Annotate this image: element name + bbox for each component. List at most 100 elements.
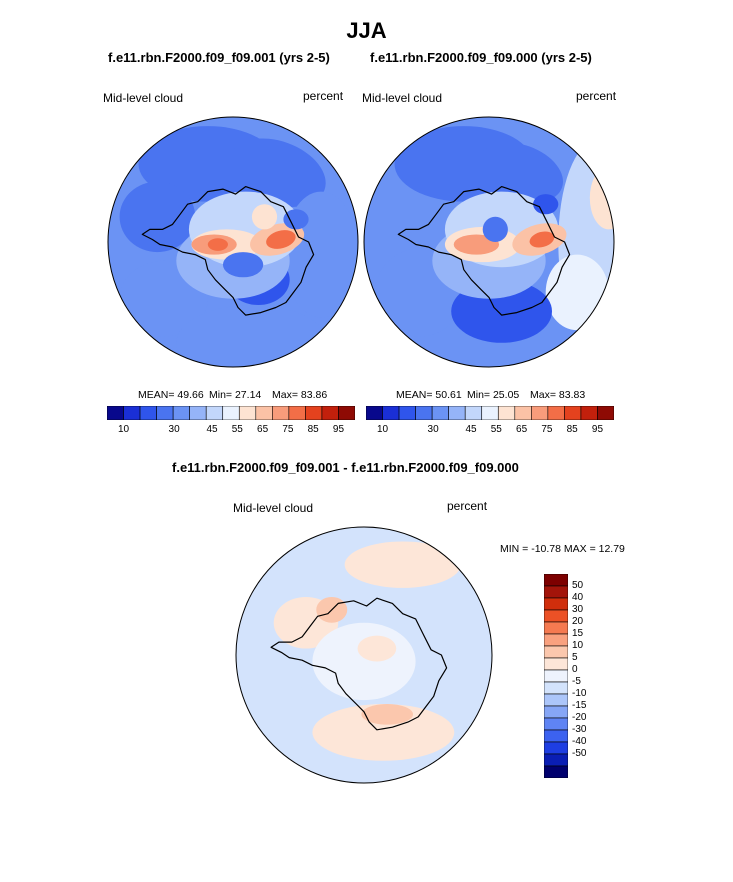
diff-tick-label: 15 [572, 628, 584, 639]
diff-colorbar-box [544, 717, 568, 731]
panel1-tick-label: 45 [206, 424, 218, 435]
panel2-field-patch [529, 231, 555, 248]
panel1-max-text: Max= 83.86 [272, 389, 328, 401]
diff-field-patch [357, 635, 397, 662]
diff-colorbar-box [544, 585, 568, 599]
diff-colorbar-box [544, 705, 568, 719]
panel1-antarctica-coastline [141, 185, 315, 316]
diff-tick-label: -15 [572, 700, 587, 711]
panel2-colorbar-box [564, 406, 582, 420]
panel1-colorbar-box [321, 406, 339, 420]
panel1-colorbar-box [288, 406, 306, 420]
panel2-colorbar [366, 406, 614, 420]
panel1-colorbar-box [305, 406, 323, 420]
panel1-field-label: Mid-level cloud [103, 91, 184, 105]
panel1-colorbar-box [107, 406, 124, 420]
panel2-tick-label: 85 [566, 424, 578, 435]
panel1-mean-text: MEAN= 49.66 [138, 389, 204, 401]
diff-minmax-text: MIN = -10.78 MAX = 12.79 [500, 543, 625, 555]
panel1-tick-label: 65 [257, 424, 269, 435]
panel1-tick-label: 95 [332, 424, 345, 435]
panel1-tick-label: 75 [282, 424, 294, 435]
panel2-colorbar-box [531, 406, 549, 420]
panel1-tick-label: 85 [307, 424, 319, 435]
panel1-colorbar-box [172, 406, 190, 420]
panel2-colorbar-box [597, 406, 614, 420]
panel2-map-border [363, 116, 615, 368]
panel2-tick-label: 45 [465, 424, 477, 435]
diff-tick-label: 40 [572, 592, 584, 603]
season-title: JJA [346, 18, 387, 43]
diff-field-label: Mid-level cloud [233, 501, 314, 515]
diff-field-patch [402, 596, 455, 636]
diff-tick-label: -40 [572, 736, 587, 747]
diff-field-patch [361, 704, 414, 725]
panel2-colorbar-box [382, 406, 400, 420]
panel2-units-label: percent [576, 89, 617, 103]
panel2-field-label: Mid-level cloud [362, 91, 443, 105]
panel1-field-patch [119, 181, 196, 253]
diff-field-patch [312, 704, 455, 761]
diff-tick-label: -10 [572, 688, 587, 699]
panel1-units-label: percent [303, 89, 344, 103]
panel1-colorbar-box [238, 406, 257, 420]
panel2-max-text: Max= 83.83 [530, 389, 586, 401]
panel1-field-patch [266, 230, 296, 249]
diff-colorbar-box [544, 753, 568, 767]
panel2-tick-label: 95 [591, 424, 604, 435]
panel1-tick-label: 30 [168, 424, 180, 435]
diff-tick-label: 10 [572, 640, 584, 651]
panel2-colorbar-box [448, 406, 466, 420]
panel1-tick-label: 10 [117, 424, 130, 435]
panel1-colorbar-box [156, 406, 174, 420]
diff-tick-label: -20 [572, 712, 587, 723]
panel1-field-patch [222, 252, 264, 278]
panel2-colorbar-box [366, 406, 383, 420]
panel2-tick-label: 65 [516, 424, 528, 435]
panel2-colorbar-box [431, 406, 449, 420]
diff-colorbar-box [544, 609, 568, 623]
panel2-mean-text: MEAN= 50.61 [396, 389, 462, 401]
panel2-field-patch [545, 254, 609, 331]
panel2-field-patch [533, 194, 559, 215]
diff-colorbar-box [544, 597, 568, 611]
diff-colorbar-box [544, 729, 568, 743]
panel1-colorbar-box [139, 406, 157, 420]
panel1-colorbar-box [205, 406, 224, 420]
panel1-tick-label: 55 [231, 424, 243, 435]
diff-colorbar-box [544, 741, 568, 755]
diff-tick-label: 50 [572, 580, 584, 591]
panel2-tick-label: 10 [376, 424, 389, 435]
diff-colorbar-box [544, 621, 568, 635]
panel2-case-title: f.e11.rbn.F2000.f09_f09.000 (yrs 2-5) [370, 50, 592, 65]
panel2-antarctica-coastline [397, 185, 571, 316]
diff-tick-label: 5 [572, 652, 578, 663]
panel1-colorbar [107, 406, 355, 420]
diff-tick-label: 30 [572, 604, 584, 615]
panel2-colorbar-box [514, 406, 532, 420]
panel2-colorbar-box [547, 406, 565, 420]
panel1-colorbar-box [255, 406, 273, 420]
panel1-colorbar-box [123, 406, 141, 420]
panel1-field-patch [283, 209, 309, 230]
panel2-colorbar-box [415, 406, 433, 420]
panel1-field-patch [207, 238, 228, 251]
panel2-tick-label: 75 [541, 424, 553, 435]
panel2-colorbar-box [580, 406, 598, 420]
diff-antarctica-coastline [270, 597, 448, 731]
diff-tick-label: -30 [572, 724, 587, 735]
diff-units-label: percent [447, 499, 488, 513]
diff-colorbar-box [544, 633, 568, 647]
diff-colorbar-box [544, 657, 568, 671]
panel2-colorbar-box [481, 406, 499, 420]
diff-field-patch [312, 622, 416, 701]
panel1-field-patch [251, 204, 278, 230]
panel1-min-text: Min= 27.14 [209, 389, 262, 401]
diff-tick-label: -5 [572, 676, 581, 687]
diff-map-border [235, 526, 493, 784]
panel1-colorbar-box [338, 406, 355, 420]
panel1-polar-map [107, 116, 359, 368]
panel2-polar-map [363, 116, 615, 368]
panel1-colorbar-box [272, 406, 290, 420]
panel2-tick-label: 55 [490, 424, 502, 435]
